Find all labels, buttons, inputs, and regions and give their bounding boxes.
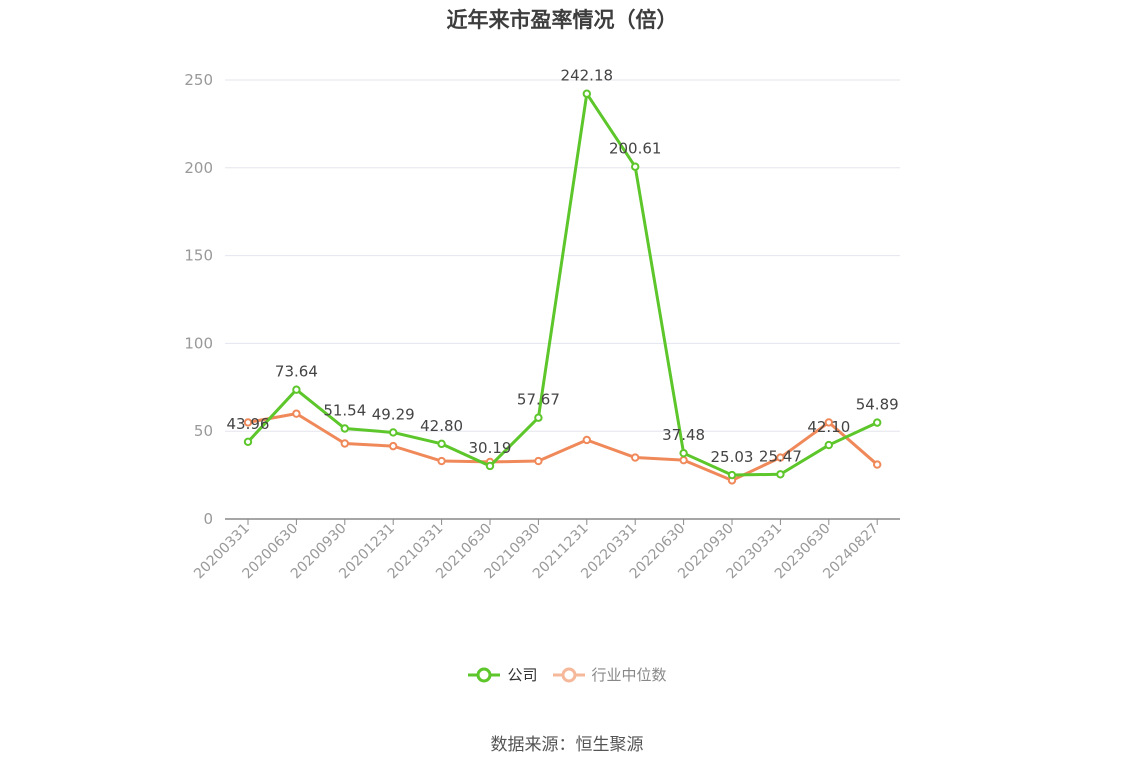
x-axis-ticks: 2020033120200630202009302020123120210331… [191, 519, 882, 582]
y-tick-label: 100 [184, 334, 213, 352]
data-label: 54.89 [856, 396, 899, 414]
data-point-company [824, 440, 833, 450]
data-point-company [243, 437, 253, 447]
legend-item-company[interactable]: 公司 [467, 664, 538, 685]
data-point-company [340, 424, 349, 433]
legend-swatch-company [468, 667, 501, 682]
data-label: 49.29 [372, 405, 415, 423]
data-point-company [631, 162, 640, 171]
chart-title: 近年来市盈率情况（倍） [446, 8, 678, 32]
data-point-company [873, 418, 882, 427]
data-label: 42.10 [807, 418, 850, 436]
data-point-company [679, 448, 688, 458]
data-point-industry [776, 453, 785, 462]
series-lines [243, 89, 882, 485]
data-label: 73.64 [275, 363, 318, 381]
data-point-industry [679, 455, 688, 465]
data-point-company [292, 385, 301, 394]
data-point-industry [873, 460, 882, 469]
data-label: 30.19 [469, 439, 512, 457]
data-point-company [582, 89, 591, 98]
data-point-industry [389, 441, 398, 451]
data-point-industry [582, 435, 591, 445]
data-label: 43.96 [227, 415, 270, 433]
line-chart: 0 50 100 150 200 250 202003312020063020200930… [184, 67, 900, 582]
data-point-industry [437, 456, 446, 466]
data-label: 200.61 [609, 140, 662, 158]
data-point-industry [534, 456, 543, 466]
data-label: 37.48 [662, 426, 705, 444]
data-label: 51.54 [323, 401, 366, 419]
data-point-industry [824, 418, 833, 427]
data-point-company [437, 439, 446, 449]
data-point-company [727, 470, 737, 480]
data-point-industry [340, 439, 349, 448]
series-line-industry [247, 412, 879, 482]
y-tick-label: 250 [184, 71, 213, 89]
legend: 公司 行业中位数 [0, 664, 1134, 685]
data-label: 25.47 [759, 447, 802, 465]
series-line-company [246, 92, 878, 477]
data-label: 25.03 [711, 448, 754, 466]
data-point-industry [243, 418, 253, 427]
data-point-company [389, 428, 398, 437]
y-tick-label: 0 [203, 510, 213, 528]
data-label: 242.18 [561, 67, 614, 85]
legend-label-industry: 行业中位数 [591, 666, 667, 684]
data-label: 57.67 [517, 391, 560, 409]
legend-swatch-industry [552, 667, 585, 682]
data-labels: 43.96 73.64 51.54 49.29 42.80 30.19 57.67 242.1… [227, 67, 899, 466]
data-point-industry [631, 453, 640, 462]
legend-item-industry[interactable]: 行业中位数 [552, 664, 667, 685]
y-tick-label: 150 [184, 247, 213, 265]
y-tick-label: 50 [194, 422, 213, 440]
y-tick-label: 200 [184, 159, 213, 177]
legend-label-company: 公司 [507, 666, 538, 684]
data-label: 42.80 [420, 417, 463, 435]
y-axis-ticks: 0 50 100 150 200 250 [184, 71, 213, 528]
data-point-company [534, 413, 543, 422]
data-point-company [776, 470, 785, 479]
data-point-industry [292, 409, 301, 418]
source-note: 数据来源：恒生聚源 [490, 735, 644, 755]
data-point-company [485, 461, 495, 471]
